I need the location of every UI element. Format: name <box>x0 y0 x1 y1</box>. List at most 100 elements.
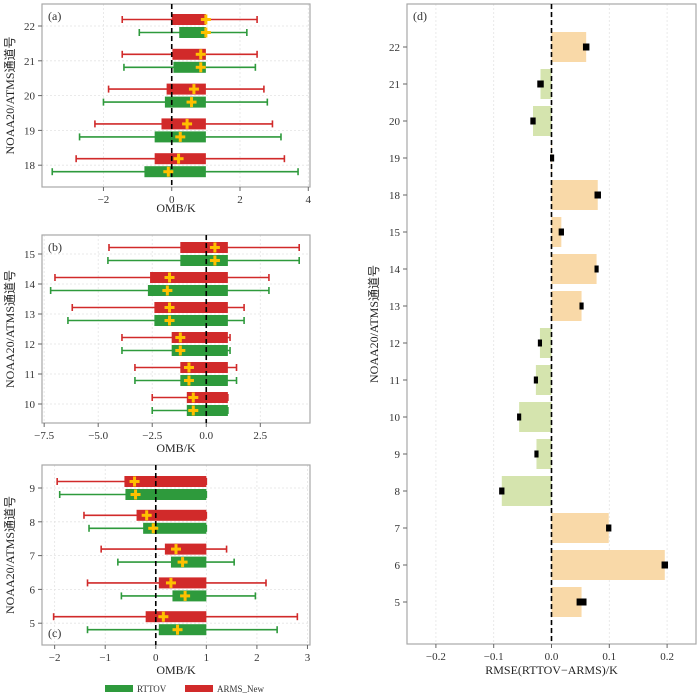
mean-marker <box>195 65 206 69</box>
error-bar-ch18 <box>594 191 601 199</box>
box <box>186 405 228 416</box>
y-tick-label: 12 <box>389 338 400 350</box>
arms-box-15 <box>108 242 300 253</box>
error-bar-ch12 <box>537 339 543 347</box>
panel-b: −7.5 −5.0 −2.5 0.0 2.5 15 14 13 12 11 10 OMB/K NOAA2… <box>3 234 311 455</box>
rttov-box-20 <box>102 96 269 108</box>
y-tick-label: 6 <box>30 584 36 596</box>
mean-marker <box>175 135 186 139</box>
y-tick-label: 15 <box>389 227 401 239</box>
plot-frame <box>41 234 311 424</box>
mean-marker <box>183 366 194 369</box>
bar-ch9 <box>536 439 552 469</box>
box <box>154 315 228 326</box>
y-tick-label: 21 <box>389 79 400 91</box>
legend-label-arms: ARMS_New <box>217 684 265 694</box>
box <box>154 302 228 313</box>
mean-marker <box>209 246 220 249</box>
mean-marker <box>129 480 140 483</box>
error-bar-ch11 <box>533 376 538 384</box>
x-tick-label: −2 <box>49 652 61 664</box>
box <box>164 543 207 555</box>
bar-ch11 <box>535 365 552 395</box>
y-tick-label: 22 <box>24 21 35 33</box>
mean-marker <box>195 52 206 56</box>
box <box>144 166 206 178</box>
y-tick-label: 5 <box>395 597 401 609</box>
x-tick-label: 0 <box>169 194 175 206</box>
mean-marker <box>183 379 194 382</box>
panel-a: −2 0 2 4 22 21 20 19 18 OMB/K NOAA20/ATMS通道号 (a) <box>3 3 312 215</box>
y-tick-label: 8 <box>395 486 401 498</box>
error-bar-ch7 <box>606 524 612 532</box>
arms-box-6 <box>86 577 267 589</box>
panel-c: −2 −1 0 1 2 3 9 8 7 6 5 OMB/K NOAA20/ATMS通道号 (c) <box>3 464 311 677</box>
rttov-box-18 <box>51 166 299 178</box>
y-tick-label: 22 <box>389 42 400 54</box>
mean-marker <box>165 581 176 585</box>
y-tick-label: 6 <box>395 560 401 572</box>
mean-marker <box>188 87 199 91</box>
y-tick-label: 11 <box>389 375 400 387</box>
y-tick-label: 10 <box>389 412 401 424</box>
mean-marker <box>163 170 174 174</box>
x-tick-label: 0.0 <box>199 430 213 442</box>
mean-marker <box>173 157 184 161</box>
y-axis-label: NOAA20/ATMS通道号 <box>3 36 17 154</box>
box <box>136 509 207 521</box>
box <box>147 285 228 296</box>
panel-label: (c) <box>48 626 61 640</box>
mean-marker <box>172 628 183 632</box>
rttov-box-14 <box>49 285 270 296</box>
mean-marker <box>171 547 181 551</box>
x-axis-label: OMB/K <box>156 201 196 215</box>
box <box>180 255 228 266</box>
mean-marker <box>200 31 211 34</box>
x-tick-label: 0 <box>153 652 159 664</box>
bar-ch22 <box>551 32 587 62</box>
error-bar-ch15 <box>558 228 564 236</box>
panel-label: (d) <box>413 9 427 23</box>
x-tick-label: 0.1 <box>602 651 616 663</box>
box <box>145 611 207 623</box>
y-axis-label: NOAA20/ATMS通道号 <box>3 270 17 388</box>
y-tick-label: 13 <box>389 301 401 313</box>
y-tick-label: 8 <box>30 517 36 529</box>
y-tick-label: 13 <box>24 309 36 321</box>
legend-swatch-arms <box>185 685 213 692</box>
rttov-box-13 <box>67 315 245 326</box>
bar-ch14 <box>551 254 597 284</box>
box <box>179 27 206 38</box>
arms-box-7 <box>100 543 228 555</box>
arms-box-20 <box>107 83 265 95</box>
box <box>158 624 207 636</box>
bar-ch13 <box>551 291 582 321</box>
arms-box-22 <box>121 14 258 25</box>
y-tick-label: 12 <box>24 339 35 351</box>
box <box>171 345 228 356</box>
x-tick-label: −2 <box>98 194 110 206</box>
y-tick-label: 9 <box>30 483 36 495</box>
rttov-box-15 <box>107 255 300 266</box>
x-axis-label: RMSE(RTTOV−ARMS)/K <box>485 663 618 677</box>
panel-d: −0.2 −0.1 0.0 0.1 0.2 22 21 20 19 18 15 14 13 12 11 10 9… <box>367 3 697 677</box>
box <box>124 476 207 487</box>
arms-box-14 <box>54 272 270 283</box>
error-bar-ch8 <box>499 487 505 495</box>
y-tick-label: 14 <box>389 264 401 276</box>
bar-ch21 <box>540 69 552 99</box>
rttov-box-7 <box>117 556 235 568</box>
x-tick-label: −1 <box>99 652 111 664</box>
bar-ch10 <box>519 402 552 432</box>
x-axis-label: OMB/K <box>156 663 196 677</box>
box <box>150 272 228 283</box>
error-bar-ch6 <box>661 561 669 569</box>
legend-swatch-rttov <box>105 685 133 692</box>
bar-ch20 <box>533 106 552 136</box>
error-bar-ch14 <box>594 265 599 273</box>
mean-marker <box>186 100 197 104</box>
error-bar-ch9 <box>534 450 539 458</box>
mean-marker <box>158 615 169 619</box>
arms-box-5 <box>52 611 299 623</box>
